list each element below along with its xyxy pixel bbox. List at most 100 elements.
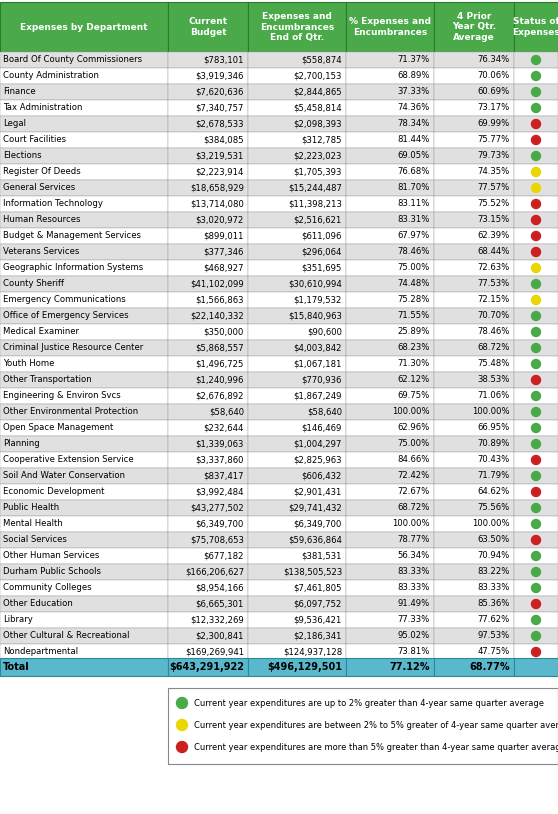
Text: $468,927: $468,927: [204, 264, 244, 273]
Text: 78.46%: 78.46%: [398, 247, 430, 256]
Text: $496,129,501: $496,129,501: [267, 662, 342, 672]
Bar: [0, 116, 168, 132]
Text: 81.44%: 81.44%: [398, 135, 430, 145]
Bar: [0, 596, 168, 612]
Text: Budget & Management Services: Budget & Management Services: [3, 231, 141, 240]
Bar: [0, 132, 168, 148]
Text: Planning: Planning: [3, 440, 40, 449]
Text: $7,620,636: $7,620,636: [196, 87, 244, 97]
Bar: [514, 180, 558, 196]
Bar: [248, 356, 346, 372]
Circle shape: [532, 456, 541, 465]
Bar: [168, 148, 248, 164]
Bar: [434, 356, 514, 372]
Bar: [434, 148, 514, 164]
Bar: [514, 2, 558, 52]
Circle shape: [532, 552, 541, 561]
Circle shape: [532, 151, 541, 160]
Text: 70.06%: 70.06%: [478, 72, 510, 81]
Bar: [514, 68, 558, 84]
Circle shape: [532, 488, 541, 497]
Bar: [168, 564, 248, 580]
Bar: [514, 388, 558, 404]
Bar: [514, 484, 558, 500]
Bar: [434, 596, 514, 612]
Circle shape: [532, 344, 541, 352]
Bar: [168, 500, 248, 516]
Text: Human Resources: Human Resources: [3, 216, 80, 225]
Bar: [0, 180, 168, 196]
Text: $2,825,963: $2,825,963: [294, 456, 342, 465]
Bar: [514, 340, 558, 356]
Text: 83.33%: 83.33%: [398, 567, 430, 576]
Bar: [0, 164, 168, 180]
Bar: [346, 484, 434, 500]
Text: 68.72%: 68.72%: [398, 504, 430, 513]
Text: Other Human Services: Other Human Services: [3, 552, 99, 561]
Bar: [168, 658, 248, 676]
Text: $41,102,099: $41,102,099: [190, 279, 244, 288]
Bar: [514, 84, 558, 100]
Text: 60.69%: 60.69%: [478, 87, 510, 97]
Text: Durham Public Schools: Durham Public Schools: [3, 567, 101, 576]
Text: $4,003,842: $4,003,842: [294, 344, 342, 352]
Text: $22,140,332: $22,140,332: [190, 312, 244, 321]
Text: $13,714,080: $13,714,080: [190, 199, 244, 208]
Bar: [0, 292, 168, 308]
Circle shape: [532, 199, 541, 208]
Bar: [248, 404, 346, 420]
Bar: [248, 532, 346, 548]
Text: $2,700,153: $2,700,153: [294, 72, 342, 81]
Bar: [346, 596, 434, 612]
Bar: [168, 100, 248, 116]
Bar: [514, 580, 558, 596]
Text: 83.22%: 83.22%: [478, 567, 510, 576]
Text: 84.66%: 84.66%: [398, 456, 430, 465]
Bar: [168, 52, 248, 68]
Bar: [168, 308, 248, 324]
Text: $1,179,532: $1,179,532: [294, 295, 342, 304]
Bar: [514, 324, 558, 340]
Bar: [514, 212, 558, 228]
Bar: [248, 596, 346, 612]
Text: 68.77%: 68.77%: [469, 662, 510, 672]
Circle shape: [176, 698, 187, 708]
Bar: [434, 548, 514, 564]
Bar: [346, 228, 434, 244]
Text: 77.33%: 77.33%: [398, 615, 430, 624]
Bar: [346, 68, 434, 84]
Bar: [434, 372, 514, 388]
Text: 71.79%: 71.79%: [478, 471, 510, 480]
Text: 71.06%: 71.06%: [478, 392, 510, 400]
Text: Tax Administration: Tax Administration: [3, 103, 83, 112]
Text: 77.62%: 77.62%: [478, 615, 510, 624]
Text: Total: Total: [3, 662, 30, 672]
Text: Library: Library: [3, 615, 33, 624]
Text: Legal: Legal: [3, 120, 26, 129]
Bar: [434, 116, 514, 132]
Bar: [0, 372, 168, 388]
Text: 62.39%: 62.39%: [478, 231, 510, 240]
Bar: [248, 564, 346, 580]
Bar: [434, 68, 514, 84]
Bar: [0, 436, 168, 452]
Text: 100.00%: 100.00%: [392, 519, 430, 528]
Bar: [168, 180, 248, 196]
Text: 73.15%: 73.15%: [478, 216, 510, 225]
Text: $146,469: $146,469: [302, 423, 342, 432]
Bar: [514, 658, 558, 676]
Text: $2,300,841: $2,300,841: [195, 632, 244, 641]
Circle shape: [532, 647, 541, 657]
Bar: [346, 628, 434, 644]
Bar: [434, 644, 514, 660]
Text: $29,741,432: $29,741,432: [288, 504, 342, 513]
Circle shape: [532, 567, 541, 576]
Text: 75.56%: 75.56%: [478, 504, 510, 513]
Text: Public Health: Public Health: [3, 504, 59, 513]
Circle shape: [532, 120, 541, 129]
Bar: [434, 516, 514, 532]
Bar: [168, 340, 248, 356]
Bar: [168, 84, 248, 100]
Bar: [346, 2, 434, 52]
Text: Other Transportation: Other Transportation: [3, 375, 92, 384]
